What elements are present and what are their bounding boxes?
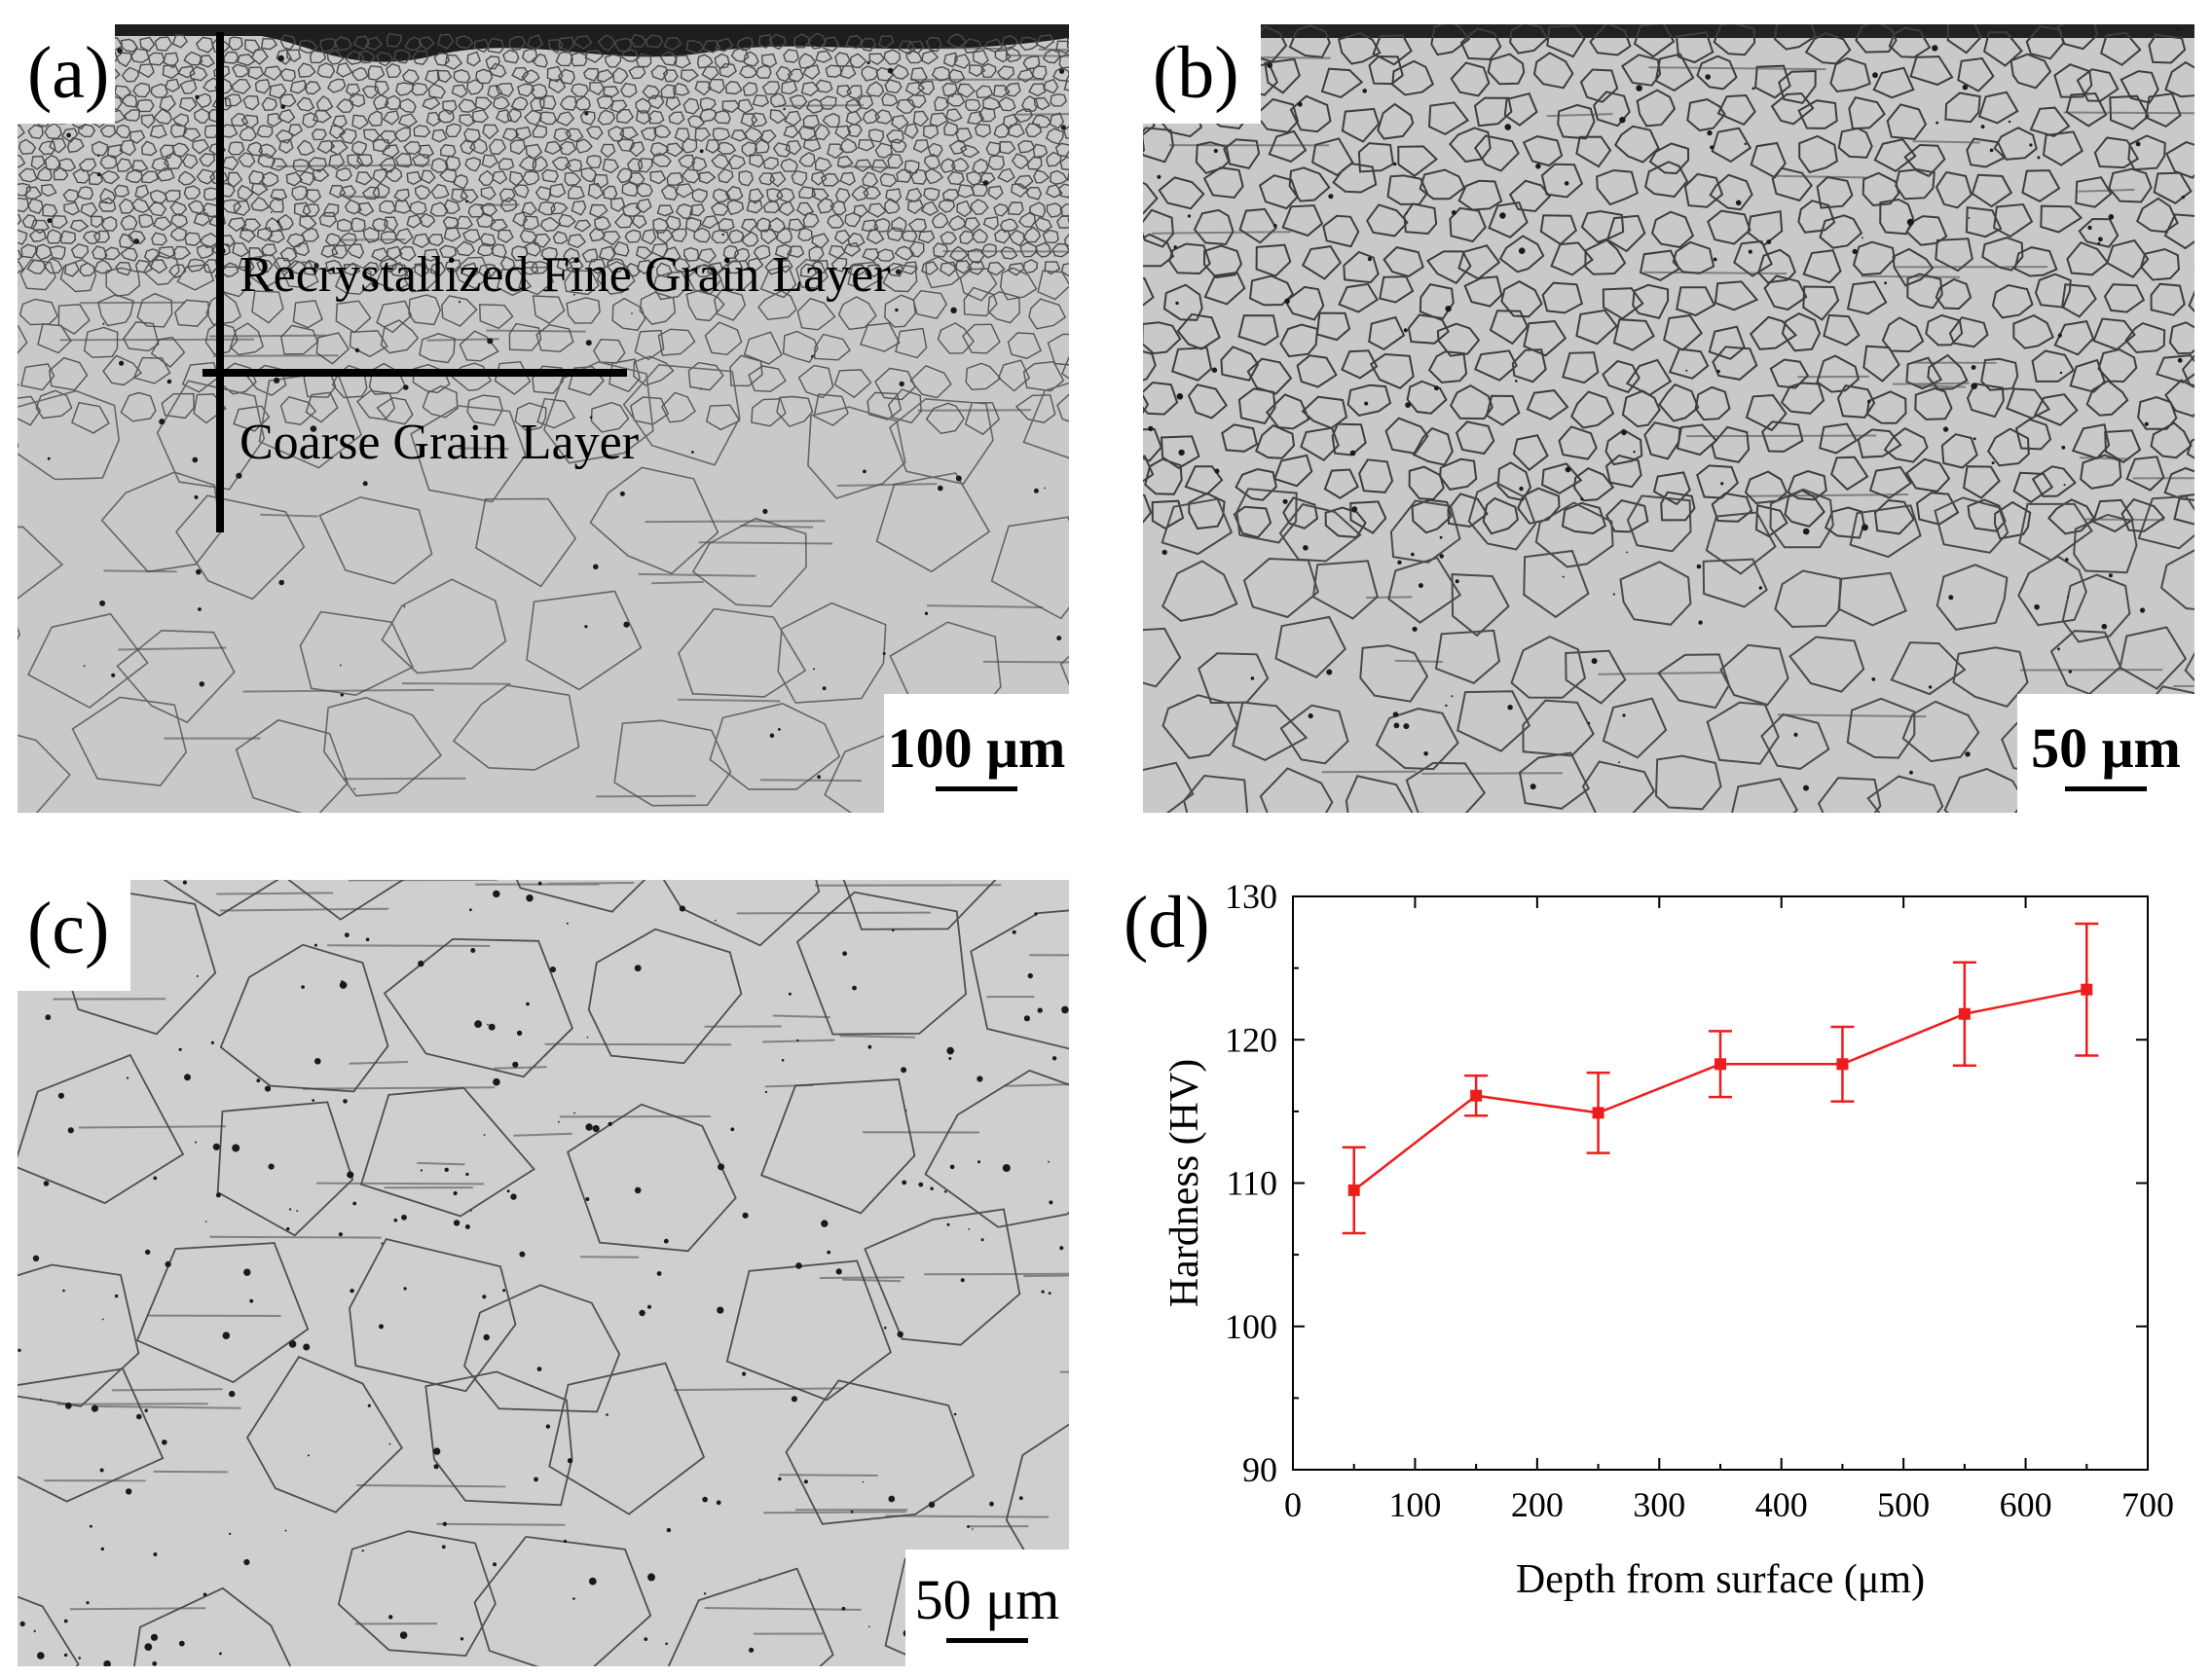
- micrograph-c: (c) 50 μm: [18, 880, 1069, 1666]
- data-point: [1470, 1089, 1483, 1102]
- x-tick-label: 700: [2121, 1485, 2174, 1524]
- fine-grain-layer-label: Recrystallized Fine Grain Layer: [240, 247, 891, 303]
- micrograph-b-texture: [1143, 24, 2194, 813]
- scale-bar-b: 50 μm: [2017, 694, 2194, 813]
- micrograph-a: Recrystallized Fine Grain Layer Coarse G…: [18, 24, 1069, 813]
- y-tick-label: 130: [1225, 877, 1277, 916]
- panel-label-d: (d): [1124, 882, 1210, 964]
- x-tick-label: 400: [1755, 1485, 1808, 1524]
- panel-label-c: (c): [18, 880, 131, 991]
- scale-bar-b-line: [2065, 786, 2147, 791]
- plot-frame: [1292, 895, 2149, 1471]
- data-point: [1714, 1058, 1726, 1071]
- x-tick-label: 500: [1877, 1485, 1930, 1524]
- scale-bar-c: 50 μm: [905, 1550, 1069, 1666]
- x-tick-label: 0: [1284, 1485, 1302, 1524]
- y-tick-label: 110: [1226, 1164, 1277, 1203]
- micrograph-a-texture: [18, 24, 1069, 813]
- scale-bar-a-line: [936, 786, 1017, 791]
- scale-bar-c-text: 50 μm: [914, 1568, 1060, 1631]
- y-axis-label: Hardness (HV): [1162, 1059, 1207, 1307]
- micrograph-b: (b) 50 μm: [1143, 24, 2194, 813]
- panel-label-a: (a): [18, 24, 116, 124]
- x-axis-label: Depth from surface (μm): [1516, 1557, 1925, 1602]
- scale-bar-b-text: 50 μm: [2031, 716, 2181, 780]
- x-tick-label: 200: [1511, 1485, 1564, 1524]
- data-point: [1958, 1007, 1971, 1020]
- scale-bar-a-text: 100 μm: [887, 716, 1066, 780]
- scale-bar-a: 100 μm: [884, 694, 1069, 813]
- hardness-chart-svg: 0 100 200 300 400 500 600 700 90 100 110 120 130 Dept…: [1162, 877, 2174, 1602]
- x-tick-label: 600: [2000, 1485, 2052, 1524]
- y-tick-label: 90: [1242, 1450, 1277, 1489]
- coarse-grain-layer-label: Coarse Grain Layer: [240, 415, 640, 470]
- data-point: [1836, 1058, 1849, 1071]
- micrograph-c-texture: [18, 880, 1069, 1666]
- scale-bar-c-line: [946, 1638, 1028, 1643]
- panel-label-b: (b): [1143, 24, 1261, 124]
- x-tick-label: 100: [1388, 1485, 1441, 1524]
- data-point: [1347, 1184, 1360, 1196]
- y-tick-label: 120: [1225, 1020, 1277, 1059]
- data-point: [1592, 1107, 1604, 1119]
- y-tick-label: 100: [1225, 1307, 1277, 1346]
- layer-boundary-lines: [203, 32, 627, 532]
- hardness-chart: 0 100 200 300 400 500 600 700 90 100 110 120 130 Dept…: [1120, 857, 2212, 1678]
- x-tick-label: 300: [1633, 1485, 1685, 1524]
- data-point: [2081, 983, 2093, 996]
